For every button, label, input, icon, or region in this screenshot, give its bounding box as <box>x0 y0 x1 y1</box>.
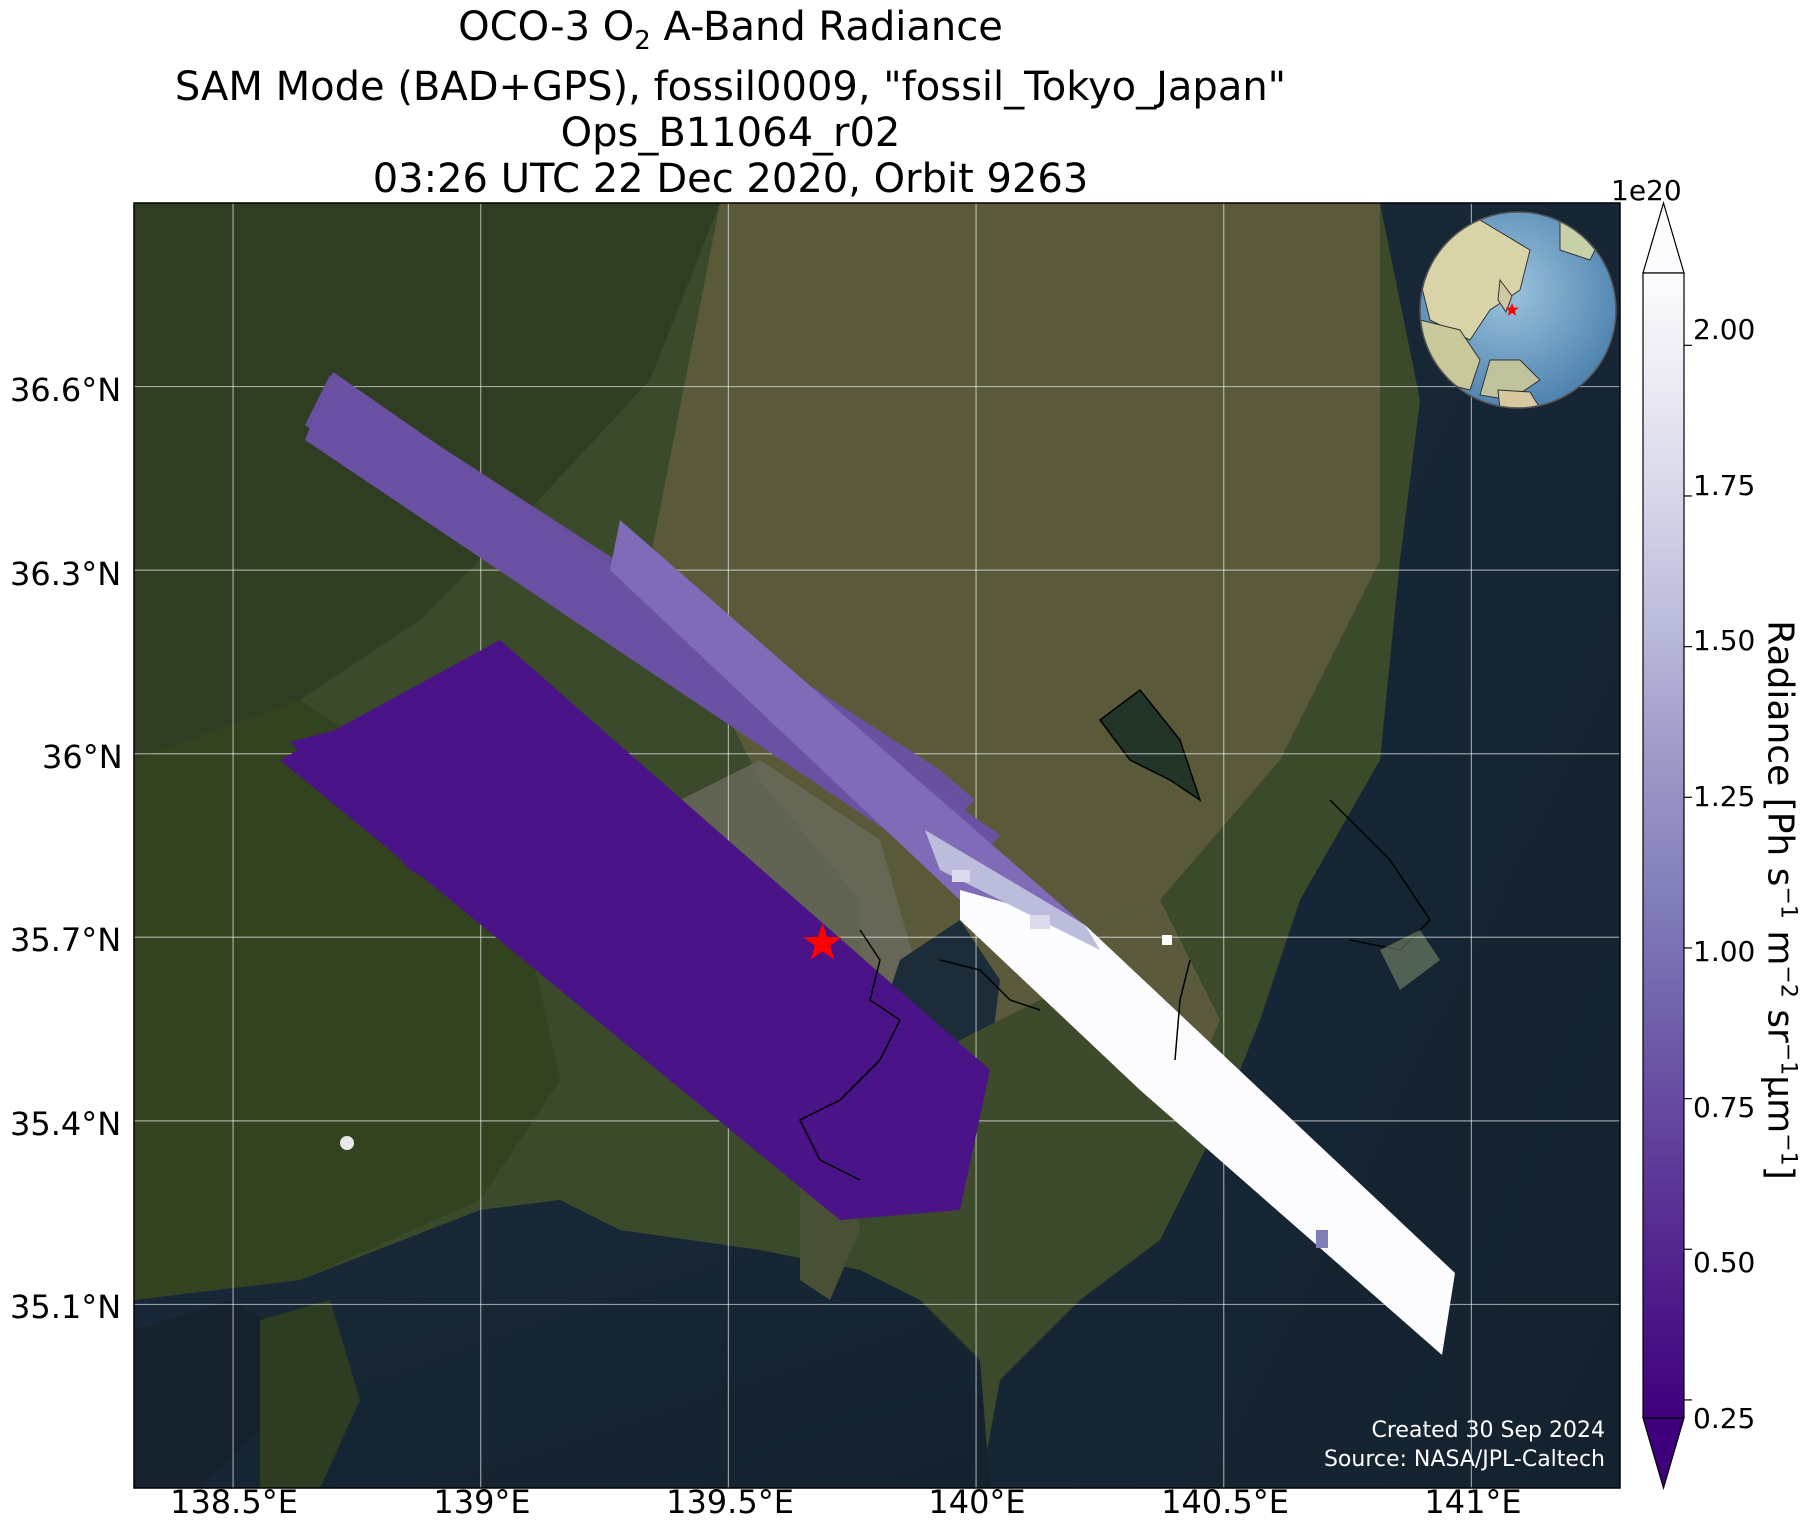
colorbar-gradient <box>1642 272 1685 1419</box>
radiance-swaths <box>280 372 1455 1355</box>
lat-label: 36.6°N <box>10 371 122 409</box>
title-line-1: OCO-3 O2 A-Band Radiance <box>458 4 1003 56</box>
globe-target-star-icon <box>1505 303 1519 316</box>
lon-label: 140.5°E <box>1161 1483 1289 1521</box>
lon-label: 139.5°E <box>666 1483 794 1521</box>
colorbar-exponent: 1e20 <box>1611 174 1682 207</box>
inset-globe <box>1419 211 1617 409</box>
credit-source: Source: NASA/JPL-Caltech <box>1323 1447 1605 1472</box>
lat-label: 35.4°N <box>10 1105 122 1143</box>
lat-label: 36°N <box>42 738 123 776</box>
lat-label: 35.1°N <box>10 1288 122 1326</box>
lat-label: 36.3°N <box>10 555 122 593</box>
map-title: OCO-3 O2 A-Band Radiance SAM Mode (BAD+G… <box>0 4 1461 202</box>
lon-label: 139°E <box>433 1483 531 1521</box>
colorbar-tick-label: 2.00 <box>1693 313 1756 346</box>
title-line-3: Ops_B11064_r02 <box>560 110 901 156</box>
map-frame <box>133 202 1621 1489</box>
colorbar-ticks <box>1684 344 1692 1401</box>
lon-label: 140°E <box>928 1483 1026 1521</box>
lon-label: 138.5°E <box>170 1483 298 1521</box>
swath-3-b <box>280 640 990 1220</box>
colorbar-tick-label: 0.25 <box>1693 1402 1756 1435</box>
credit-created: Created 30 Sep 2024 <box>1371 1418 1606 1443</box>
colorbar-tick-label: 1.25 <box>1693 780 1756 813</box>
colorbar-tick-label: 0.75 <box>1693 1091 1756 1124</box>
colorbar-extend-top <box>1642 200 1685 274</box>
title-line-2: SAM Mode (BAD+GPS), fossil0009, "fossil_… <box>174 64 1287 110</box>
colorbar-tick-label: 0.50 <box>1693 1246 1756 1279</box>
lat-label: 35.7°N <box>10 921 122 959</box>
lon-label: 141°E <box>1424 1483 1522 1521</box>
colorbar <box>1642 200 1692 1491</box>
colorbar-extend-bottom <box>1642 1417 1685 1491</box>
swath-4 <box>960 890 1455 1355</box>
colorbar-tick-label: 1.00 <box>1693 935 1756 968</box>
target-star-shape <box>803 923 842 960</box>
title-line-4: 03:26 UTC 22 Dec 2020, Orbit 9263 <box>372 156 1089 202</box>
swath-4-mid <box>925 830 1100 950</box>
target-star-icon <box>803 923 842 960</box>
colorbar-tick-label: 1.50 <box>1693 624 1756 657</box>
colorbar-label: Radiance [Ph s−1 m−2 sr−1μm−1] <box>1759 620 1801 1180</box>
colorbar-tick-label: 1.75 <box>1693 469 1756 502</box>
